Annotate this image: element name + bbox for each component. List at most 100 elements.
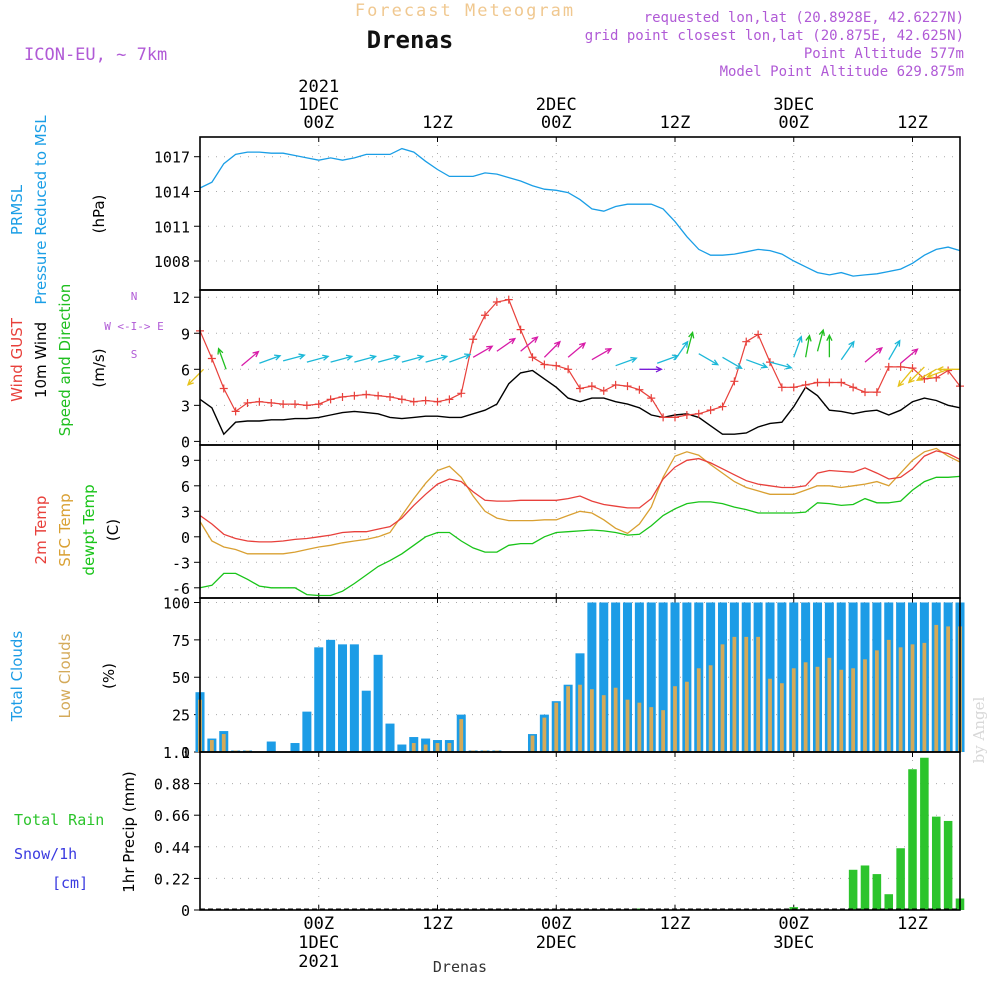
label-speed-direction: Speed and Direction <box>56 284 74 437</box>
wind-direction-arrow <box>377 354 401 363</box>
low-cloud-bar <box>589 689 594 752</box>
low-cloud-bar <box>851 668 856 752</box>
y-tick-label: 12 <box>172 289 190 307</box>
gust-marker <box>457 389 466 398</box>
y-tick-label: 0 <box>181 744 190 762</box>
wind-direction-arrow <box>907 366 925 384</box>
gust-marker <box>564 365 573 374</box>
gust-marker <box>445 395 454 404</box>
label-percent: (%) <box>100 663 118 689</box>
time-label-bottom: 12Z <box>660 914 691 934</box>
low-cloud-bar <box>209 740 214 752</box>
rain-bar <box>896 848 905 910</box>
gust-marker <box>647 394 656 403</box>
total-cloud-bar <box>658 602 668 752</box>
date-label-bottom: 1DEC <box>298 933 339 953</box>
rain-bar <box>872 874 882 910</box>
wind-direction-arrow <box>186 368 205 386</box>
wind-direction-arrow <box>936 366 960 373</box>
low-cloud-bar <box>803 662 808 752</box>
low-cloud-bar <box>815 666 820 752</box>
wind-direction-arrow <box>472 345 494 358</box>
wind-direction-arrow <box>306 354 330 363</box>
wind-direction-arrow <box>449 353 472 363</box>
gust-marker <box>291 400 299 409</box>
y-tick-label: 0 <box>181 529 190 547</box>
gust-marker <box>492 298 501 307</box>
wind-direction-arrow <box>793 335 803 358</box>
label-snow-cm: [cm] <box>52 874 88 892</box>
gust-marker <box>279 400 288 409</box>
gust-marker <box>635 385 644 394</box>
gust-marker <box>861 388 869 397</box>
time-label-bottom: 00Z <box>303 914 334 934</box>
wind-direction-arrow <box>769 361 793 370</box>
gust-marker <box>350 391 359 400</box>
gust-marker <box>706 406 715 415</box>
low-cloud-bar <box>839 669 844 752</box>
low-cloud-bar <box>898 647 903 752</box>
gust-marker <box>207 354 216 363</box>
total-cloud-bar <box>337 644 348 752</box>
wind-direction-arrow <box>926 368 949 379</box>
low-cloud-bar <box>827 657 832 752</box>
wind-direction-arrow <box>401 354 425 363</box>
gust-marker <box>362 390 371 399</box>
y-tick-label: 0.22 <box>154 870 190 888</box>
panel-labels: PRMSL Pressure Reduced to MSL (hPa) Wind GU… <box>8 115 164 893</box>
y-tick-label: -3 <box>172 554 190 572</box>
y-tick-label: 1011 <box>154 218 190 236</box>
gust-marker <box>754 330 763 339</box>
panel-frame <box>199 136 961 291</box>
requested-point: requested lon,lat (20.8928E, 42.6227N) <box>644 10 964 26</box>
low-cloud-bar <box>673 686 677 752</box>
low-cloud-bar <box>756 636 761 752</box>
y-tick-label: 3 <box>181 397 190 415</box>
gust-marker <box>825 378 834 387</box>
label-wind-gust: Wind GUST <box>8 317 26 402</box>
wind-direction-arrow <box>864 346 883 363</box>
y-tick-label: 1.1 <box>163 744 190 762</box>
time-label-bottom: 12Z <box>422 914 453 934</box>
gust-marker <box>789 383 798 392</box>
gust-marker <box>540 360 549 369</box>
low-cloud-bar <box>435 743 440 752</box>
date-label-top: 3DEC <box>773 95 814 115</box>
wind-direction-arrow <box>840 340 855 361</box>
low-cloud-bar <box>554 702 559 752</box>
time-label-top: 12Z <box>422 113 453 133</box>
label-ms: (m/s) <box>90 348 108 387</box>
total-cloud-bar <box>646 602 656 752</box>
low-cloud-bar <box>934 624 939 752</box>
wind-direction-arrow <box>915 368 937 382</box>
time-label-bottom: 00Z <box>778 914 809 934</box>
date-label-bottom: 3DEC <box>773 933 814 953</box>
panel-frame <box>199 289 961 446</box>
gust-marker <box>255 397 264 406</box>
low-cloud-bar <box>566 686 571 752</box>
label-c: (C) <box>104 519 122 541</box>
y-tick-label: 25 <box>172 707 190 725</box>
y-tick-label: 3 <box>181 503 190 521</box>
y-tick-label: 0 <box>181 902 190 920</box>
low-cloud-bar <box>423 744 428 752</box>
gust-marker <box>801 380 810 389</box>
low-cloud-bar <box>637 702 642 752</box>
total-cloud-bar <box>266 741 276 752</box>
label-snow: Snow/1h <box>14 845 77 863</box>
wind-gust-line <box>199 298 961 418</box>
label-1hr-precip: 1hr Precip (mm) <box>120 771 138 892</box>
plot-area: 1008101110141017036912-6-303690255075100… <box>154 136 965 920</box>
wind-direction-arrow <box>888 339 901 361</box>
y-tick-label: 0.44 <box>154 839 190 857</box>
wind-speed-line <box>199 369 961 436</box>
wind-direction-arrow <box>826 333 833 358</box>
gust-marker <box>766 358 774 367</box>
wind-direction-arrow <box>722 356 743 370</box>
location-title: Drenas <box>367 26 454 54</box>
gust-marker <box>552 361 561 370</box>
wind-direction-arrow <box>591 347 613 361</box>
y-tick-label: -6 <box>172 580 190 598</box>
